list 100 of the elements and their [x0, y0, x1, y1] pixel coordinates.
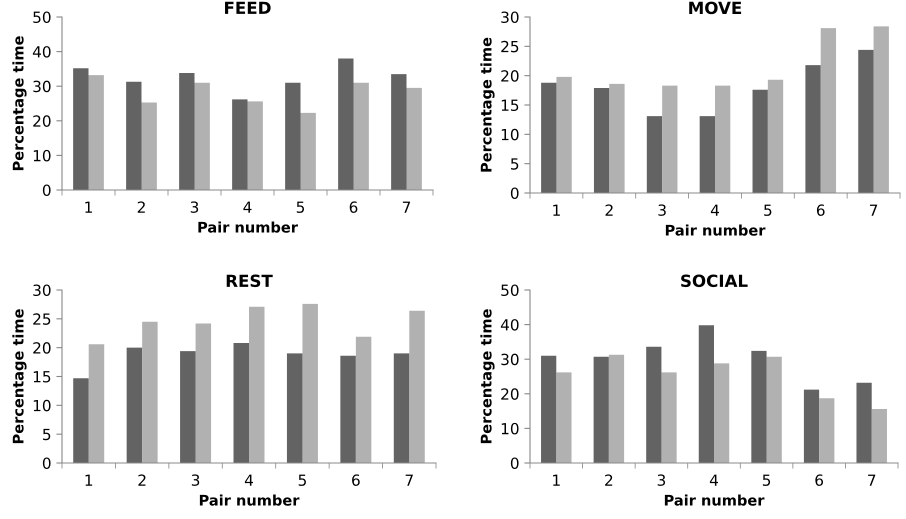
y-tick-label: 20 [501, 388, 519, 400]
x-tick-label: 4 [710, 204, 720, 216]
bar [608, 354, 624, 463]
x-tick-label: 7 [868, 474, 876, 486]
bar [661, 372, 677, 463]
bar [302, 304, 318, 463]
bar [234, 343, 249, 463]
bar [609, 84, 625, 193]
x-tick-label: 4 [243, 202, 252, 213]
y-tick-label: 30 [501, 11, 519, 24]
y-tick-label: 50 [501, 284, 519, 296]
y-tick-label: 15 [34, 371, 50, 383]
y-axis-title: Percentage time [12, 309, 27, 444]
bar [594, 88, 610, 193]
y-tick-label: 20 [33, 115, 51, 127]
bar [73, 378, 89, 463]
bar [856, 382, 872, 463]
x-axis-title: Pair number [198, 221, 298, 233]
x-tick-label: 6 [352, 474, 360, 486]
y-tick-label: 5 [43, 428, 50, 440]
x-tick-label: 7 [406, 474, 413, 486]
bar [646, 116, 662, 193]
y-tick-label: 0 [510, 187, 519, 200]
x-axis-title: Pair number [666, 224, 766, 236]
x-tick-label: 5 [296, 202, 304, 213]
x-tick-label: 7 [870, 204, 878, 216]
bar [88, 344, 104, 463]
bar [356, 336, 372, 463]
x-tick-label: 2 [138, 474, 146, 486]
bar [805, 65, 821, 193]
y-tick-label: 10 [34, 150, 51, 162]
y-tick-label: 20 [501, 70, 519, 82]
bar [194, 82, 210, 190]
y-tick-label: 0 [510, 457, 519, 470]
bar [872, 409, 887, 463]
x-tick-label: 1 [553, 204, 560, 216]
chart-title: SOCIAL [681, 274, 748, 288]
bar [662, 86, 678, 193]
bar [142, 102, 157, 190]
bar [820, 28, 836, 193]
y-tick-label: 10 [502, 422, 519, 434]
bar [248, 101, 263, 190]
y-axis-title: Percentage time [480, 309, 495, 444]
bar [126, 348, 142, 463]
bar [249, 306, 264, 463]
bar [179, 73, 194, 190]
x-tick-label: 6 [816, 204, 825, 216]
bar [126, 82, 142, 190]
x-tick-label: 4 [710, 474, 718, 486]
y-tick-label: 30 [33, 80, 51, 92]
x-tick-label: 7 [402, 202, 410, 213]
bar [594, 356, 609, 463]
y-tick-label: 40 [32, 46, 51, 58]
chart-title: MOVE [689, 2, 742, 14]
bar [394, 353, 410, 463]
chart-title: FEED [225, 2, 271, 14]
bar [804, 390, 820, 463]
x-tick-label: 4 [244, 474, 254, 486]
y-tick-label: 20 [33, 342, 51, 354]
x-tick-label: 3 [190, 201, 198, 213]
y-tick-label: 30 [33, 284, 51, 296]
bar [406, 88, 422, 190]
x-tick-label: 5 [762, 474, 770, 486]
bar [338, 58, 354, 190]
bar [286, 353, 302, 463]
bar [768, 80, 784, 193]
bar [700, 116, 715, 193]
bar [874, 26, 889, 193]
bar [541, 356, 556, 463]
x-tick-label: 2 [606, 204, 613, 216]
bar [751, 350, 767, 463]
y-tick-label: 5 [511, 158, 518, 170]
bar [752, 90, 768, 193]
y-tick-label: 15 [502, 100, 518, 112]
bar [556, 372, 572, 463]
bar [698, 325, 714, 463]
bar [73, 68, 88, 190]
bar [714, 363, 730, 463]
bar [232, 99, 248, 190]
bar [556, 76, 572, 193]
bar [354, 82, 369, 190]
bar [541, 82, 556, 193]
y-axis-title: Percentage time [12, 36, 27, 170]
x-tick-label: 5 [764, 204, 772, 216]
bar [715, 86, 730, 193]
x-tick-label: 2 [138, 201, 145, 213]
y-tick-label: 40 [500, 319, 519, 331]
bar [196, 323, 212, 463]
x-tick-label: 3 [192, 474, 200, 486]
x-tick-label: 6 [350, 201, 358, 213]
bar [646, 346, 662, 463]
bar [340, 356, 356, 463]
y-tick-label: 0 [42, 457, 51, 470]
y-axis-title: Percentage time [480, 38, 495, 172]
x-tick-label: 3 [658, 204, 666, 216]
bar [858, 50, 874, 193]
bar [285, 82, 300, 190]
y-tick-label: 25 [33, 313, 50, 325]
x-tick-label: 6 [815, 474, 824, 486]
x-tick-label: 3 [658, 474, 666, 486]
